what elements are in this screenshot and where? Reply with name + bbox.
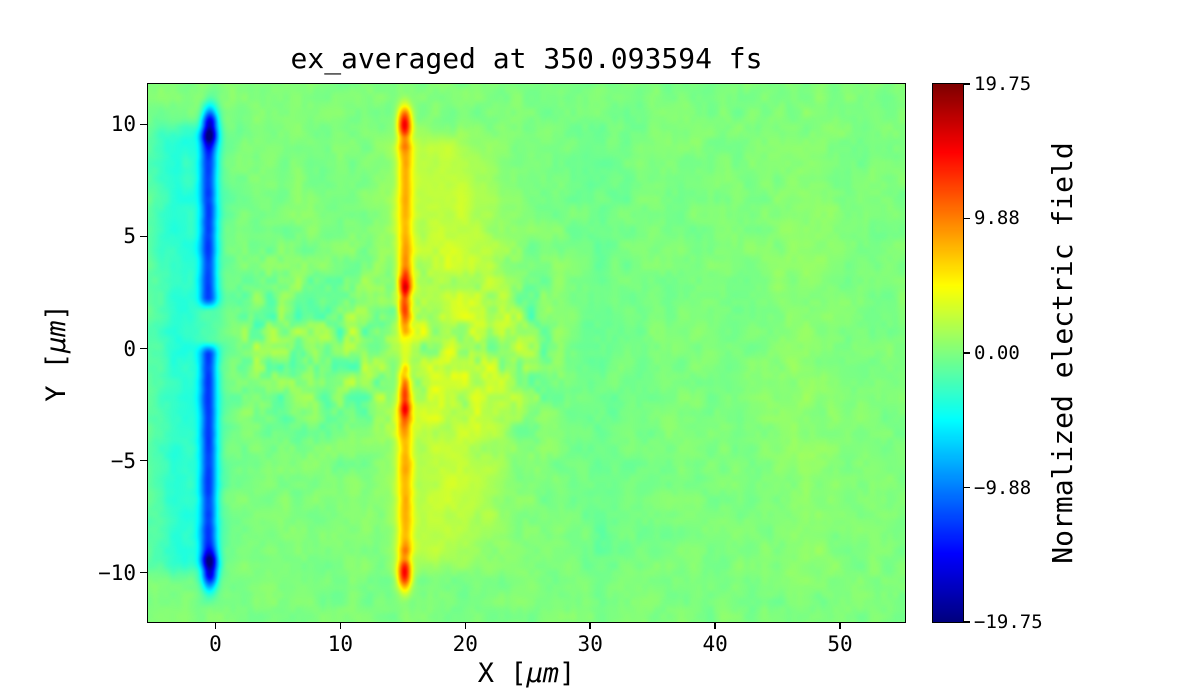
heatmap-canvas xyxy=(148,84,905,622)
x-axis-label-units: μm xyxy=(526,658,560,689)
x-tick-label: 0 xyxy=(209,632,222,656)
colorbar-tick-label: −19.75 xyxy=(974,611,1043,633)
x-tick-label: 20 xyxy=(452,632,478,656)
x-tick-label: 40 xyxy=(702,632,728,656)
y-tick-mark xyxy=(140,123,147,126)
y-tick-mark xyxy=(140,235,147,238)
x-axis-label: X [μm] xyxy=(148,658,905,690)
x-axis-label-close: ] xyxy=(559,658,576,689)
x-tick-mark xyxy=(589,622,591,629)
colorbar xyxy=(932,83,964,623)
x-tick-label: 10 xyxy=(327,632,353,656)
x-tick-mark xyxy=(339,622,342,629)
colorbar-gradient xyxy=(933,84,963,622)
y-axis-label-close: ] xyxy=(41,304,72,321)
colorbar-tick-mark xyxy=(964,217,970,220)
colorbar-tick-mark xyxy=(964,83,970,85)
colorbar-tick-mark xyxy=(964,352,970,354)
colorbar-tick-mark xyxy=(964,621,970,623)
y-tick-mark xyxy=(140,347,147,350)
y-tick-mark xyxy=(140,571,147,574)
x-tick-mark xyxy=(839,622,841,629)
colorbar-tick-label: 19.75 xyxy=(974,73,1032,95)
y-tick-label: 0 xyxy=(123,336,136,361)
x-tick-label: 50 xyxy=(827,632,853,656)
x-tick-mark xyxy=(464,622,467,629)
y-tick-label: −10 xyxy=(98,560,136,585)
x-tick-label: 30 xyxy=(577,632,603,656)
colorbar-label: Normalized electric field xyxy=(1046,142,1079,564)
y-tick-mark xyxy=(140,459,147,462)
colorbar-tick-mark xyxy=(964,486,970,489)
plot-area xyxy=(147,83,906,623)
colorbar-tick-label: −9.88 xyxy=(974,476,1032,499)
x-axis-label-text: X [ xyxy=(477,658,527,689)
colorbar-tick-label: 0.00 xyxy=(974,342,1020,364)
colorbar-tick-label: 9.88 xyxy=(974,207,1020,230)
y-tick-label: −5 xyxy=(110,448,136,473)
x-tick-mark xyxy=(714,622,716,629)
plot-title: ex_averaged at 350.093594 fs xyxy=(290,42,763,75)
x-tick-mark xyxy=(214,622,217,629)
y-tick-label: 5 xyxy=(123,224,136,249)
y-tick-label: 10 xyxy=(110,112,136,137)
